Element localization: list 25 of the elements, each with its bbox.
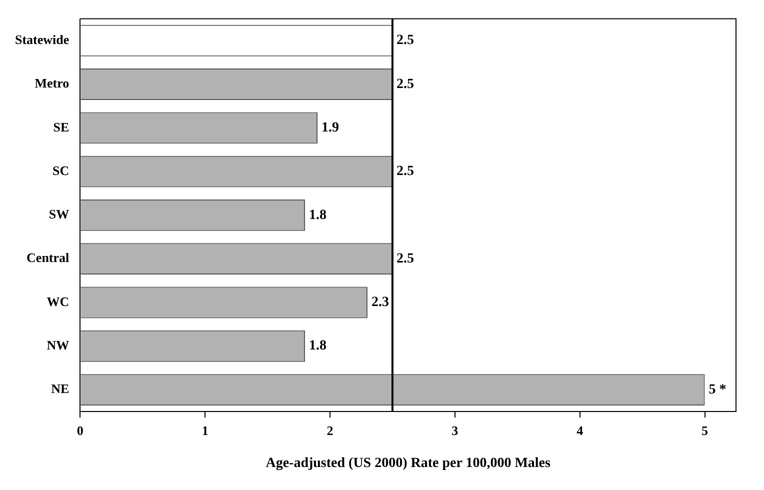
data-label: 2.5 — [396, 251, 414, 266]
x-tick-label: 2 — [326, 422, 334, 438]
data-label: 1.8 — [309, 208, 327, 223]
y-tick-label: Central — [26, 250, 70, 266]
x-tick-label: 1 — [202, 422, 208, 438]
x-tick-label: 4 — [576, 422, 584, 438]
y-tick-label: NW — [46, 337, 70, 352]
y-tick-label: SC — [52, 162, 70, 178]
data-label: 1.8 — [309, 338, 327, 354]
data-label: 5 * — [708, 382, 726, 398]
data-label: 2.5 — [396, 33, 414, 48]
data-label: 2.5 — [396, 164, 414, 180]
data-label: 2.5 — [396, 76, 414, 92]
y-tick-label: Statewide — [14, 32, 70, 47]
x-tick-label: 3 — [452, 422, 459, 438]
x-tick-label: 5 — [702, 422, 709, 438]
y-tick-label: SE — [53, 119, 70, 134]
x-tick-label: 0 — [76, 422, 84, 438]
y-tick-label: Metro — [34, 76, 70, 91]
x-axis-title: Age-adjusted (US 2000) Rate per 100,000 Males — [266, 456, 552, 472]
y-tick-label: WC — [46, 294, 70, 309]
data-label: 1.9 — [322, 120, 340, 136]
y-tick-label: NE — [51, 381, 70, 396]
y-tick-label: SW — [48, 206, 70, 222]
data-label: 2.3 — [371, 295, 389, 310]
